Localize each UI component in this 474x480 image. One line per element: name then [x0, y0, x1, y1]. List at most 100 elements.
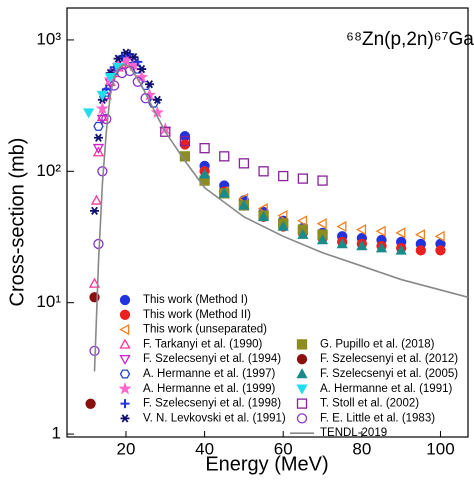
data-point — [83, 108, 95, 119]
data-point — [88, 277, 101, 288]
data-point — [375, 242, 388, 253]
data-point — [137, 64, 147, 74]
legend-label: V. N. Levkovski et al. (1991) — [143, 412, 286, 424]
data-point — [375, 225, 386, 237]
data-point — [116, 67, 128, 79]
data-point — [109, 80, 120, 91]
legend-label: F. Szelecsenyi et al. (1994) — [143, 353, 281, 365]
data-point — [336, 220, 347, 233]
data-point — [96, 90, 108, 101]
data-point — [96, 114, 108, 125]
data-point — [238, 199, 250, 210]
data-point — [85, 398, 96, 409]
data-point — [316, 234, 329, 245]
data-point — [414, 228, 426, 241]
legend-marker — [119, 309, 131, 320]
legend-marker — [119, 354, 131, 366]
x-tick-label: 40 — [195, 439, 214, 458]
data-point — [395, 244, 407, 255]
x-tick-label: 60 — [274, 439, 293, 458]
legend-marker — [119, 369, 131, 379]
data-point — [160, 126, 171, 137]
y-tick-label: 1 — [52, 424, 61, 443]
data-point — [179, 139, 191, 150]
data-point — [198, 168, 211, 179]
data-point — [297, 228, 309, 239]
legend-marker — [119, 294, 131, 306]
legend-label: This work (Method II) — [143, 309, 251, 321]
data-point — [104, 72, 116, 84]
legend-label: F. E. Little et al. (1983) — [320, 412, 435, 424]
plot-frame — [66, 7, 469, 438]
data-point — [316, 217, 327, 230]
data-point — [435, 245, 446, 256]
data-point — [113, 54, 123, 63]
data-point — [93, 121, 104, 131]
legend-marker — [296, 398, 308, 409]
model-curve — [93, 63, 469, 372]
legend-label: This work (Method I) — [143, 294, 248, 306]
chart-title: ⁶⁸Zn(p,2n)⁶⁷Ga — [346, 29, 474, 50]
data-point — [199, 143, 210, 154]
legend-marker — [296, 368, 308, 379]
data-point — [92, 146, 105, 157]
data-point — [101, 113, 112, 125]
legend-marker — [120, 399, 130, 409]
legend-label: F. Szelecsenyi et al. (2005) — [320, 368, 458, 380]
data-point — [317, 175, 328, 186]
data-point — [356, 240, 368, 251]
data-point — [145, 80, 155, 89]
data-point — [132, 64, 144, 74]
legend-marker — [118, 381, 132, 395]
legend-label: F. Szelecsenyi et al. (2012) — [320, 353, 458, 365]
legend-marker — [119, 323, 130, 336]
legend-label: A. Hermanne et al. (1997) — [143, 368, 275, 380]
data-point — [278, 170, 289, 182]
data-point — [152, 95, 162, 104]
y-axis-label: Cross-section (mb) — [6, 138, 28, 307]
data-point — [95, 101, 109, 115]
data-point — [133, 57, 143, 67]
data-point — [415, 245, 426, 256]
data-point — [129, 52, 139, 62]
y-tick-label: 10¹ — [36, 292, 61, 311]
legend-label: G. Pupillo et al. (2018) — [320, 338, 435, 350]
data-point — [90, 194, 103, 205]
y-tick-label: 10² — [36, 161, 61, 180]
data-point — [257, 211, 270, 222]
x-axis-label: Energy (MeV) — [205, 453, 328, 475]
legend-marker — [296, 413, 308, 424]
data-point — [93, 133, 103, 142]
data-point — [218, 187, 230, 198]
legend-marker — [120, 414, 130, 423]
legend-label: TENDL-2019 — [320, 427, 387, 439]
legend-marker — [296, 339, 308, 350]
legend-label: This work (unseparated) — [143, 324, 267, 336]
data-point — [132, 76, 143, 87]
legend-marker — [119, 338, 131, 349]
data-point — [219, 151, 230, 162]
data-point — [277, 210, 288, 222]
data-point — [356, 224, 367, 236]
legend-marker — [296, 354, 308, 365]
x-tick-label: 100 — [426, 439, 454, 458]
data-point — [179, 135, 191, 147]
data-point — [434, 230, 445, 242]
x-tick-label: 20 — [117, 439, 136, 458]
data-point — [395, 227, 406, 239]
data-point — [297, 215, 308, 227]
data-point — [277, 220, 289, 231]
legend-label: A. Hermanne et al. (1999) — [143, 383, 275, 395]
data-point — [238, 158, 250, 169]
legend-marker — [296, 384, 308, 395]
legend-label: F. Tarkanyi et al. (1990) — [143, 338, 262, 350]
x-tick-label: 80 — [352, 439, 371, 458]
data-point — [258, 166, 269, 177]
data-point — [121, 48, 131, 57]
legend-label: F. Szelecsenyi et al. (1998) — [143, 398, 281, 410]
y-tick-label: 10³ — [36, 29, 61, 48]
data-point — [90, 206, 100, 216]
data-point — [336, 238, 348, 249]
data-point — [92, 143, 105, 155]
